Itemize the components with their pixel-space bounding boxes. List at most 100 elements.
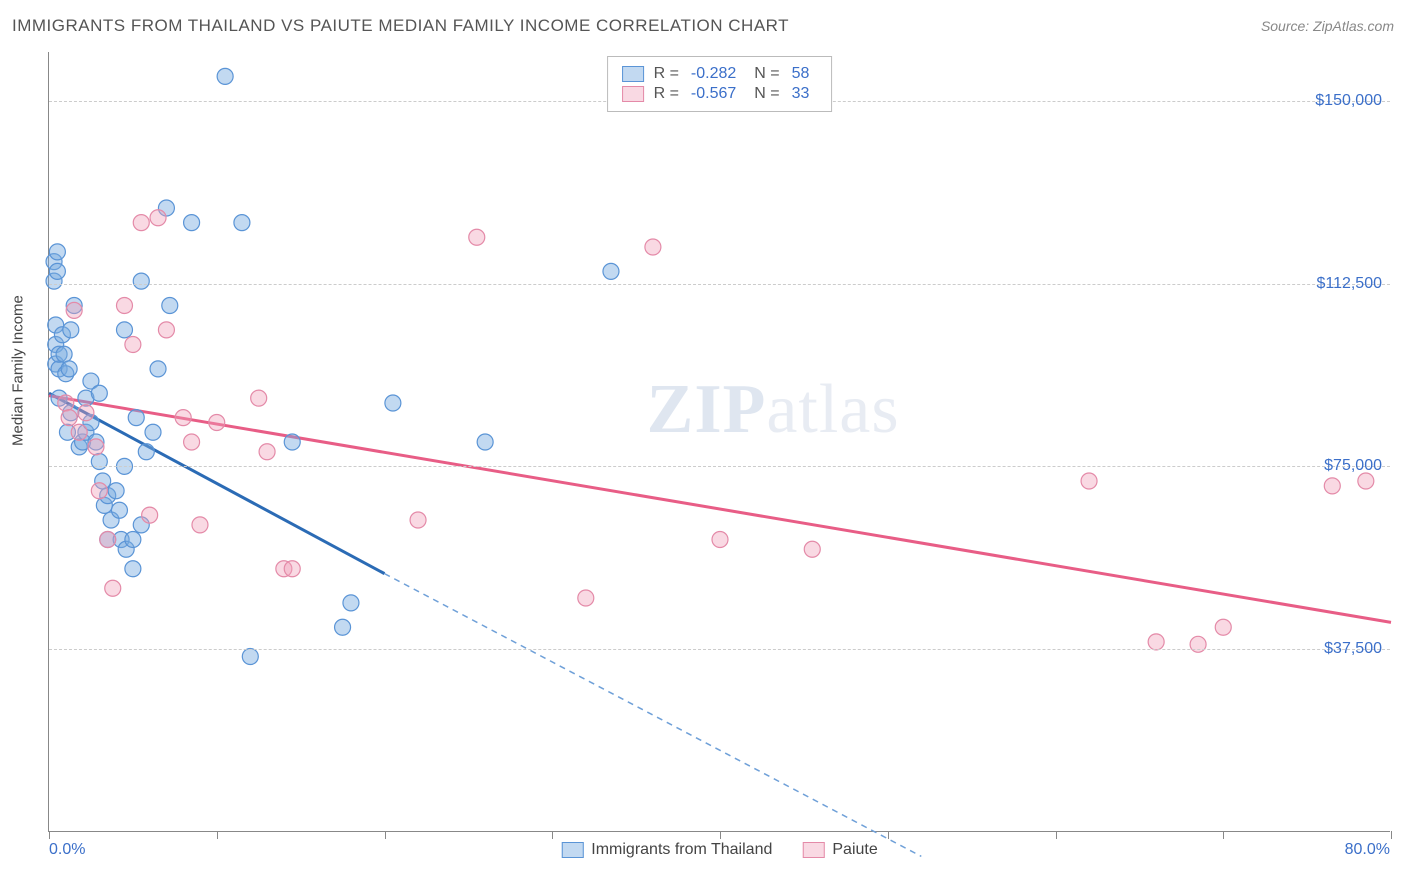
x-tick [1056,831,1057,839]
swatch-bottom-1 [802,842,824,858]
data-point [111,502,127,518]
legend-stats: R = -0.282 N = 58 R = -0.567 N = 33 [607,56,833,112]
y-tick-label: $150,000 [1315,92,1382,110]
legend-series: Immigrants from Thailand Paiute [561,841,877,859]
regression-line-dashed [385,574,922,857]
data-point [71,424,87,440]
data-point [192,517,208,533]
gridline [49,466,1390,467]
data-point [91,385,107,401]
plot-area: ZIPatlas R = -0.282 N = 58 R = -0.567 N … [48,52,1390,832]
data-point [234,215,250,231]
data-point [578,590,594,606]
data-point [61,410,77,426]
x-tick [217,831,218,839]
data-point [1148,634,1164,650]
legend-row-series-1: R = -0.567 N = 33 [622,85,818,103]
data-point [284,434,300,450]
x-axis-label-min: 0.0% [49,841,85,859]
data-point [125,532,141,548]
data-point [712,532,728,548]
data-point [162,298,178,314]
data-point [477,434,493,450]
data-point [133,215,149,231]
data-point [1215,619,1231,635]
data-point [603,263,619,279]
legend-label-1: Paiute [832,841,877,859]
gridline [49,649,1390,650]
data-point [1081,473,1097,489]
x-tick [1391,831,1392,839]
y-tick-label: $75,000 [1324,457,1382,475]
chart-svg [49,52,1390,831]
data-point [78,405,94,421]
stat-n-label-0: N = [754,65,779,83]
data-point [150,210,166,226]
stat-r-label-1: R = [654,85,679,103]
data-point [145,424,161,440]
stat-r-value-1: -0.567 [691,85,736,103]
y-tick-label: $112,500 [1316,275,1382,293]
data-point [1358,473,1374,489]
y-tick-label: $37,500 [1324,640,1382,658]
swatch-bottom-0 [561,842,583,858]
data-point [284,561,300,577]
stat-n-value-1: 33 [792,85,810,103]
header: IMMIGRANTS FROM THAILAND VS PAIUTE MEDIA… [12,16,1394,36]
data-point [184,215,200,231]
data-point [108,483,124,499]
stat-r-label-0: R = [654,65,679,83]
data-point [49,263,65,279]
legend-item-series-0: Immigrants from Thailand [561,841,772,859]
data-point [251,390,267,406]
data-point [116,322,132,338]
gridline [49,284,1390,285]
stat-n-label-1: N = [754,85,779,103]
x-axis-label-max: 80.0% [1345,841,1390,859]
regression-line [49,396,1391,623]
data-point [184,434,200,450]
data-point [469,229,485,245]
data-point [66,302,82,318]
source-attribution: Source: ZipAtlas.com [1261,18,1394,34]
x-tick [720,831,721,839]
data-point [56,346,72,362]
data-point [138,444,154,460]
x-tick [385,831,386,839]
chart-container: IMMIGRANTS FROM THAILAND VS PAIUTE MEDIA… [0,0,1406,892]
stat-r-value-0: -0.282 [691,65,736,83]
x-tick [552,831,553,839]
data-point [804,541,820,557]
data-point [133,273,149,289]
swatch-series-0 [622,66,644,82]
data-point [175,410,191,426]
data-point [116,298,132,314]
data-point [105,580,121,596]
data-point [100,532,116,548]
data-point [150,361,166,377]
data-point [645,239,661,255]
y-axis-title: Median Family Income [10,295,27,446]
x-tick [1223,831,1224,839]
legend-label-0: Immigrants from Thailand [591,841,772,859]
data-point [61,361,77,377]
data-point [335,619,351,635]
data-point [343,595,359,611]
data-point [1324,478,1340,494]
data-point [217,68,233,84]
swatch-series-1 [622,86,644,102]
data-point [209,415,225,431]
data-point [242,649,258,665]
legend-item-series-1: Paiute [802,841,877,859]
data-point [142,507,158,523]
x-tick [49,831,50,839]
data-point [125,337,141,353]
stat-n-value-0: 58 [792,65,810,83]
legend-row-series-0: R = -0.282 N = 58 [622,65,818,83]
x-tick [888,831,889,839]
data-point [259,444,275,460]
data-point [410,512,426,528]
chart-title: IMMIGRANTS FROM THAILAND VS PAIUTE MEDIA… [12,16,789,36]
data-point [88,439,104,455]
data-point [158,322,174,338]
